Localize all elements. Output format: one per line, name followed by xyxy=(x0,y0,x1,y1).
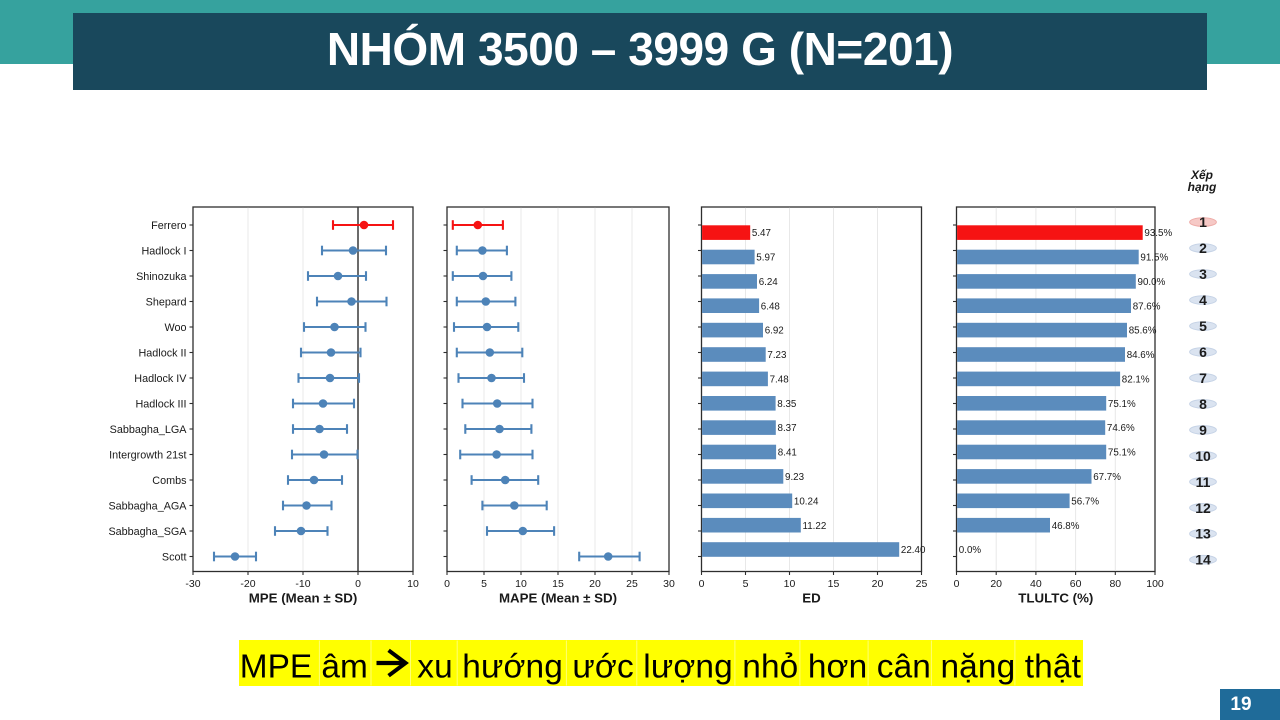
svg-text:8.35: 8.35 xyxy=(777,399,797,410)
svg-text:85.6%: 85.6% xyxy=(1129,326,1157,337)
svg-text:Hadlock IV: Hadlock IV xyxy=(134,373,187,385)
svg-text:7.48: 7.48 xyxy=(770,375,790,386)
svg-text:Ferrero: Ferrero xyxy=(151,220,186,232)
svg-text:20: 20 xyxy=(589,578,601,590)
svg-text:Woo: Woo xyxy=(164,322,186,334)
svg-text:10.24: 10.24 xyxy=(794,496,819,507)
svg-text:84.6%: 84.6% xyxy=(1127,350,1155,361)
svg-text:13: 13 xyxy=(1195,526,1211,542)
svg-text:6: 6 xyxy=(1199,344,1207,360)
svg-text:Intergrowth 21st: Intergrowth 21st xyxy=(109,449,186,461)
svg-text:15: 15 xyxy=(828,578,840,590)
svg-text:8.37: 8.37 xyxy=(778,423,797,434)
svg-text:20: 20 xyxy=(872,578,884,590)
svg-text:9: 9 xyxy=(1199,422,1207,438)
svg-text:56.7%: 56.7% xyxy=(1071,496,1099,507)
svg-text:1: 1 xyxy=(1199,214,1207,230)
svg-text:0: 0 xyxy=(699,578,705,590)
svg-text:ED: ED xyxy=(802,591,821,606)
svg-text:10: 10 xyxy=(407,578,419,590)
svg-text:91.5%: 91.5% xyxy=(1140,253,1168,264)
svg-text:Sabbagha_SGA: Sabbagha_SGA xyxy=(108,526,187,538)
svg-text:75.1%: 75.1% xyxy=(1108,448,1136,459)
svg-text:100: 100 xyxy=(1146,578,1164,590)
svg-text:5: 5 xyxy=(481,578,487,590)
svg-text:-20: -20 xyxy=(240,578,255,590)
svg-text:MPE âm: MPE âm xyxy=(240,649,368,686)
svg-text:0: 0 xyxy=(444,578,450,590)
svg-text:0: 0 xyxy=(355,578,361,590)
svg-text:10: 10 xyxy=(515,578,527,590)
svg-text:40: 40 xyxy=(1030,578,1042,590)
svg-text:82.1%: 82.1% xyxy=(1122,375,1150,386)
svg-text:14: 14 xyxy=(1195,552,1211,568)
svg-text:67.7%: 67.7% xyxy=(1093,472,1121,483)
svg-text:2: 2 xyxy=(1199,240,1207,256)
svg-text:12: 12 xyxy=(1195,500,1211,516)
svg-text:7: 7 xyxy=(1199,370,1207,386)
svg-text:MAPE (Mean ± SD): MAPE (Mean ± SD) xyxy=(499,591,617,606)
svg-text:87.6%: 87.6% xyxy=(1133,301,1161,312)
svg-text:11: 11 xyxy=(1196,474,1211,490)
svg-text:25: 25 xyxy=(916,578,928,590)
svg-text:75.1%: 75.1% xyxy=(1108,399,1136,410)
svg-text:Xếp: Xếp xyxy=(1190,168,1213,182)
svg-text:Hadlock III: Hadlock III xyxy=(135,398,186,410)
svg-text:74.6%: 74.6% xyxy=(1107,423,1135,434)
svg-text:MPE (Mean ± SD): MPE (Mean ± SD) xyxy=(249,591,358,606)
svg-text:10: 10 xyxy=(1195,448,1211,464)
svg-text:xu hướng ước lượng nhỏ hơn cân: xu hướng ước lượng nhỏ hơn cân nặng thật xyxy=(417,649,1081,686)
svg-text:Hadlock II: Hadlock II xyxy=(138,347,186,359)
svg-text:25: 25 xyxy=(626,578,638,590)
svg-text:-10: -10 xyxy=(295,578,310,590)
svg-text:Combs: Combs xyxy=(152,475,187,487)
svg-text:6.24: 6.24 xyxy=(759,277,779,288)
svg-text:8.41: 8.41 xyxy=(778,448,797,459)
svg-text:22.40: 22.40 xyxy=(901,545,926,556)
svg-text:TLULTC (%): TLULTC (%) xyxy=(1018,591,1093,606)
svg-text:46.8%: 46.8% xyxy=(1052,521,1080,532)
svg-text:0.0%: 0.0% xyxy=(959,545,982,556)
svg-text:8: 8 xyxy=(1199,396,1207,412)
svg-text:NHÓM 3500 – 3999 G (N=201): NHÓM 3500 – 3999 G (N=201) xyxy=(327,23,953,75)
svg-text:9.23: 9.23 xyxy=(785,472,805,483)
svg-text:90.0%: 90.0% xyxy=(1138,277,1166,288)
svg-text:Scott: Scott xyxy=(162,551,187,563)
svg-text:Shepard: Shepard xyxy=(146,296,187,308)
svg-text:5.47: 5.47 xyxy=(752,228,771,239)
svg-text:Sabbagha_AGA: Sabbagha_AGA xyxy=(108,500,187,512)
svg-text:-30: -30 xyxy=(185,578,200,590)
svg-text:Sabbagha_LGA: Sabbagha_LGA xyxy=(110,424,188,436)
svg-text:30: 30 xyxy=(663,578,675,590)
svg-text:60: 60 xyxy=(1070,578,1082,590)
svg-text:5: 5 xyxy=(743,578,749,590)
svg-text:80: 80 xyxy=(1109,578,1121,590)
svg-text:6.92: 6.92 xyxy=(765,326,784,337)
svg-text:4: 4 xyxy=(1199,292,1207,308)
svg-text:5.97: 5.97 xyxy=(756,253,775,264)
svg-text:20: 20 xyxy=(990,578,1002,590)
svg-text:15: 15 xyxy=(552,578,564,590)
svg-text:93.5%: 93.5% xyxy=(1144,228,1172,239)
svg-text:0: 0 xyxy=(954,578,960,590)
svg-text:Hadlock I: Hadlock I xyxy=(141,245,186,257)
svg-text:11.22: 11.22 xyxy=(803,521,827,532)
svg-text:3: 3 xyxy=(1199,266,1207,282)
svg-text:6.48: 6.48 xyxy=(761,301,781,312)
svg-text:10: 10 xyxy=(784,578,796,590)
svg-text:5: 5 xyxy=(1199,318,1207,334)
svg-text:hạng: hạng xyxy=(1188,180,1217,194)
svg-text:Shinozuka: Shinozuka xyxy=(136,271,186,283)
svg-text:7.23: 7.23 xyxy=(767,350,787,361)
